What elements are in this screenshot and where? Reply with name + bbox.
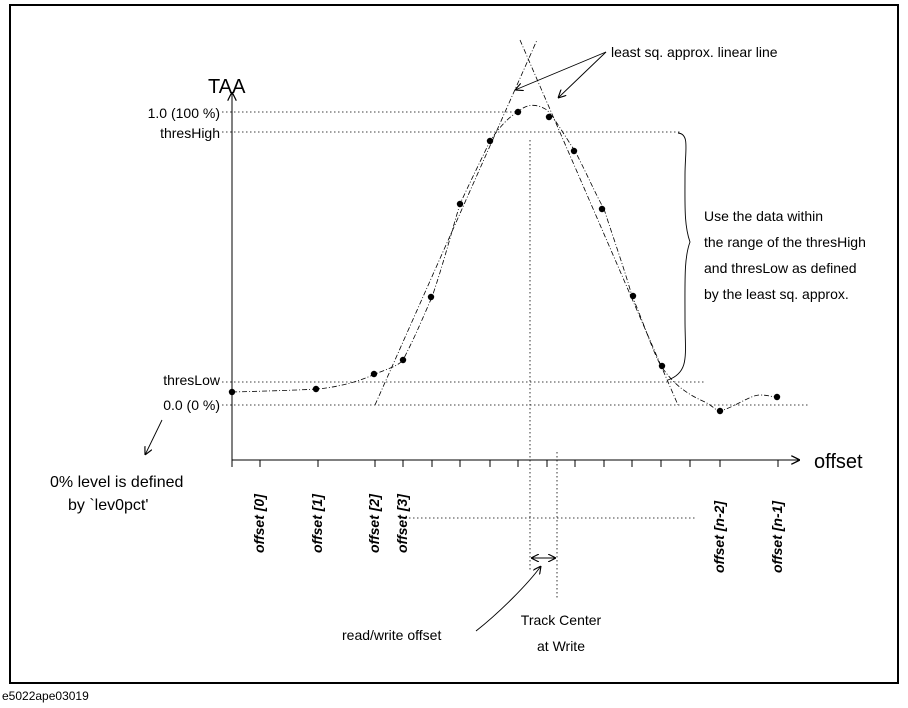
tick-label-offset-n1: offset [n-1] xyxy=(769,500,785,573)
data-point xyxy=(716,407,724,415)
least-sq-arrow xyxy=(515,51,607,90)
tick-label-offset-2: offset [2] xyxy=(366,493,382,553)
rw-offset-leader xyxy=(475,566,541,632)
x-tick-marks xyxy=(231,460,779,467)
level0-arrow xyxy=(145,419,163,455)
use-data-line-2: the range of the thresHigh xyxy=(704,234,866,250)
use-data-line-3: and thresLow as defined xyxy=(704,260,857,276)
data-point xyxy=(598,205,606,213)
y-axis-label: TAA xyxy=(208,76,246,98)
tick-label-offset-n2: offset [n-2] xyxy=(711,500,727,573)
figure-id: e5022ape03019 xyxy=(2,689,89,703)
x-axis-label: offset xyxy=(814,451,863,473)
tick-label-offset-0: offset [0] xyxy=(251,493,267,553)
rw-offset-note: read/write offset xyxy=(342,627,441,643)
data-point xyxy=(658,362,666,370)
level0-line-2: by `lev0pct' xyxy=(68,497,148,514)
label-zero-level: 0.0 (0 %) xyxy=(163,397,220,413)
data-point xyxy=(629,292,637,300)
tick-label-offset-3: offset [3] xyxy=(394,493,410,553)
data-point xyxy=(427,293,435,301)
data-point xyxy=(312,385,320,393)
data-point xyxy=(456,200,464,208)
annotation-arrows xyxy=(145,51,607,632)
least-sq-lines xyxy=(374,39,679,406)
data-points xyxy=(228,108,781,415)
level0-note: 0% level is defined by `lev0pct' xyxy=(50,474,183,514)
label-thres-high: thresHigh xyxy=(160,125,220,141)
data-point xyxy=(228,388,236,396)
use-data-note: Use the data within the range of the thr… xyxy=(704,208,866,302)
least-sq-note: least sq. approx. linear line xyxy=(611,44,778,60)
taa-curve xyxy=(231,104,778,412)
least-sq-arrow xyxy=(558,51,607,98)
data-point xyxy=(514,108,522,116)
data-point xyxy=(399,356,407,364)
data-point xyxy=(545,113,553,121)
data-point xyxy=(370,370,378,378)
use-data-line-1: Use the data within xyxy=(704,208,823,224)
track-center-line-1: Track Center xyxy=(521,612,602,628)
x-tick-labels: offset [0] offset [1] offset [2] offset … xyxy=(251,493,785,573)
track-center-note: Track Center at Write xyxy=(521,612,602,654)
label-thres-low: thresLow xyxy=(163,372,221,388)
tick-label-offset-1: offset [1] xyxy=(309,493,325,553)
track-center-line-2: at Write xyxy=(537,638,585,654)
label-full-level: 1.0 (100 %) xyxy=(148,105,220,121)
data-point xyxy=(773,393,781,401)
range-brace xyxy=(667,132,691,381)
data-point xyxy=(570,147,578,155)
level0-line-1: 0% level is defined xyxy=(50,474,183,491)
data-point xyxy=(486,137,494,145)
figure-frame xyxy=(9,4,899,684)
use-data-line-4: by the least sq. approx. xyxy=(704,286,849,302)
